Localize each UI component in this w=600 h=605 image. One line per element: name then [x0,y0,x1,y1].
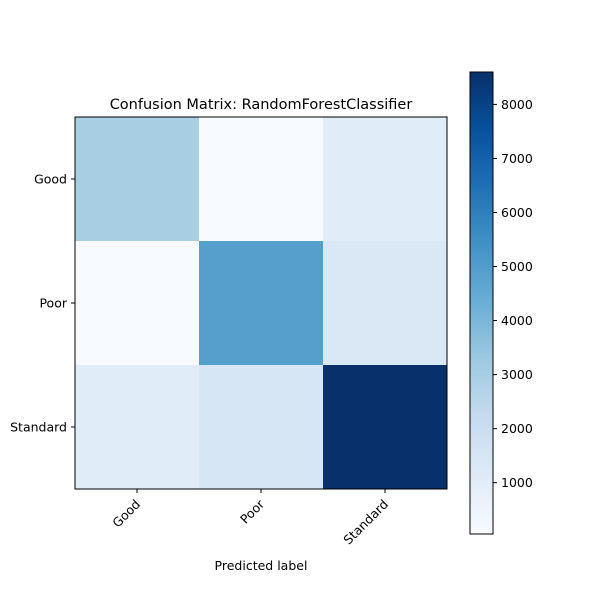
x-tick-label: Poor [237,496,268,527]
colorbar-ticks: 1000 2000 3000 4000 5000 6000 7000 8000 [493,97,533,490]
heatmap-cell-2-1 [199,365,324,490]
heatmap-cell-0-0 [75,117,200,242]
colorbar: 1000 2000 3000 4000 5000 6000 7000 8000 [469,71,533,535]
heatmap-cell-0-1 [199,117,324,242]
colorbar-tick-label: 3000 [501,367,533,382]
colorbar-tick-label: 8000 [501,97,533,112]
heatmap-cell-1-2 [323,241,448,366]
heatmap-cells [75,117,448,490]
heatmap-cell-0-2 [323,117,448,242]
y-tick-label: Poor [39,296,67,311]
colorbar-tick-label: 5000 [501,259,533,274]
y-tick-label: Good [34,172,67,187]
colorbar-gradient [469,71,494,535]
colorbar-tick-label: 1000 [501,475,533,490]
x-axis-ticks: Good Poor Standard [109,489,391,547]
x-axis-label: Predicted label [215,558,308,573]
heatmap-cell-2-2 [323,365,448,490]
x-tick-label: Good [109,497,143,531]
x-tick-label: Standard [340,497,391,548]
heatmap-cell-1-1 [199,241,324,366]
colorbar-tick-label: 4000 [501,313,533,328]
colorbar-tick-label: 6000 [501,205,533,220]
y-tick-label: Standard [10,420,67,435]
colorbar-tick-label: 2000 [501,421,533,436]
chart-title: Confusion Matrix: RandomForestClassifier [110,97,413,113]
heatmap-cell-2-0 [75,365,200,490]
colorbar-tick-label: 7000 [501,151,533,166]
y-axis-ticks: Good Poor Standard [10,172,75,435]
heatmap-cell-1-0 [75,241,200,366]
